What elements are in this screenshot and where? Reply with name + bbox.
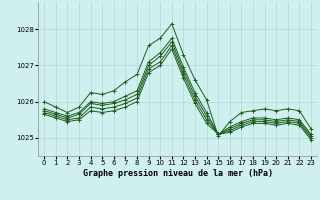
X-axis label: Graphe pression niveau de la mer (hPa): Graphe pression niveau de la mer (hPa): [83, 169, 273, 178]
